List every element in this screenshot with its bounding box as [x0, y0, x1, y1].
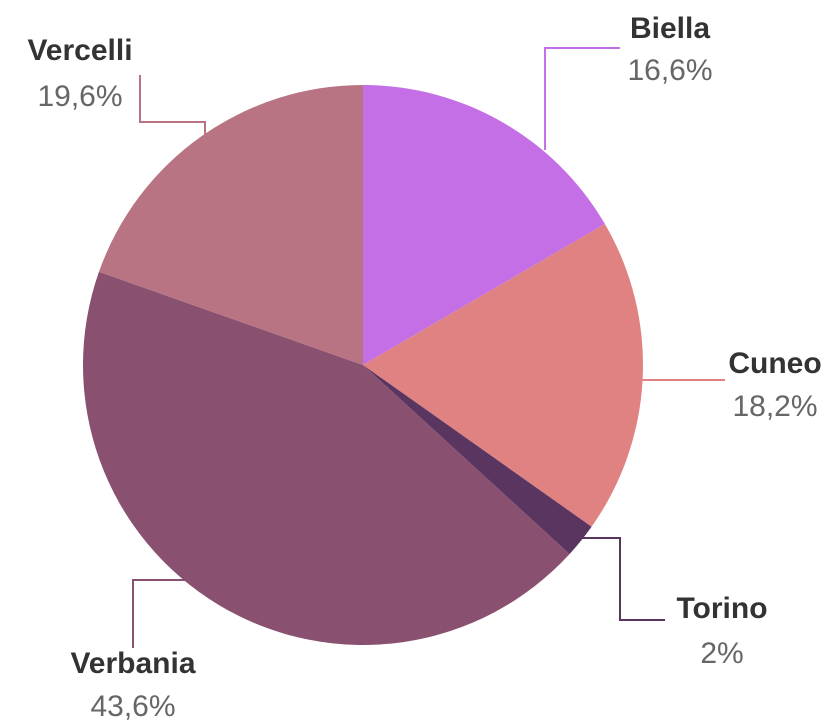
slice-label: Vercelli — [27, 34, 132, 67]
leader-lines — [132, 47, 725, 648]
pie-slice — [363, 223, 643, 527]
leader-line — [544, 47, 620, 150]
slice-label: Verbania — [70, 647, 195, 680]
leader-line — [578, 537, 665, 621]
pie-slice — [98, 85, 363, 365]
pie — [82, 85, 643, 646]
slice-value-label: 18,2% — [732, 390, 817, 423]
slice-value-label: 2% — [700, 637, 743, 670]
pie-slice — [82, 271, 570, 646]
slice-value-label: 16,6% — [627, 54, 712, 87]
leader-line — [132, 579, 190, 648]
slice-label: Biella — [630, 12, 710, 45]
slice-value-label: 43,6% — [90, 690, 175, 723]
slice-label: Torino — [676, 592, 767, 625]
pie-slice — [363, 85, 605, 365]
slice-label: Cuneo — [728, 347, 821, 380]
leader-line — [139, 75, 206, 135]
slice-value-label: 19,6% — [37, 80, 122, 113]
pie-slice — [363, 365, 592, 555]
